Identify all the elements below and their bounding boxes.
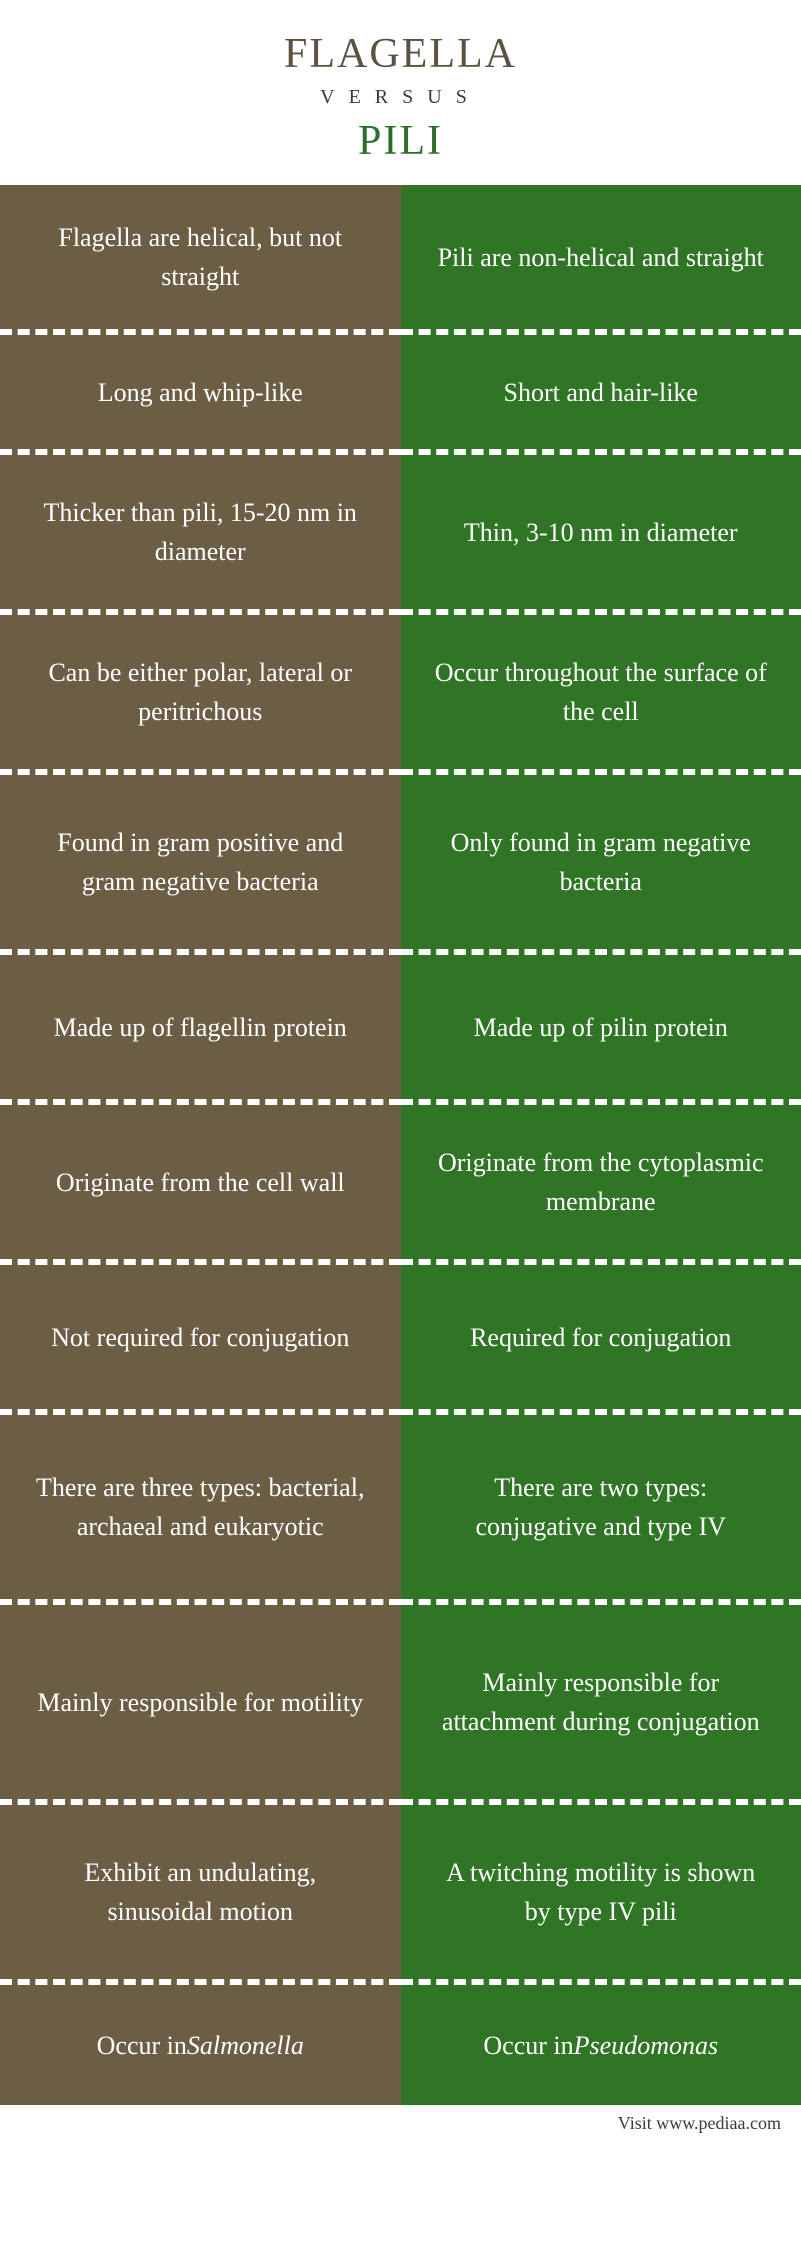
comparison-table: Flagella are helical, but not straightLo… (0, 185, 801, 2105)
pili-cell: Required for conjugation (401, 1265, 801, 1415)
flagella-cell: Occur in Salmonella (0, 1985, 401, 2105)
pili-column: Pili are non-helical and straightShort a… (401, 185, 801, 2105)
pili-cell: Short and hair-like (401, 335, 801, 455)
pili-cell: Mainly responsible for attachment during… (401, 1605, 801, 1805)
flagella-cell: Made up of flagellin protein (0, 955, 401, 1105)
flagella-cell: Originate from the cell wall (0, 1105, 401, 1265)
pili-cell: A twitching motility is shown by type IV… (401, 1805, 801, 1985)
flagella-cell: Found in gram positive and gram negative… (0, 775, 401, 955)
pili-cell: There are two types: conjugative and typ… (401, 1415, 801, 1605)
header: FLAGELLA VERSUS PILI (0, 0, 801, 185)
footer-text: Visit www.pediaa.com (618, 2113, 781, 2133)
pili-cell: Made up of pilin protein (401, 955, 801, 1105)
pili-cell: Originate from the cytoplasmic membrane (401, 1105, 801, 1265)
title-flagella: FLAGELLA (0, 30, 801, 78)
flagella-column: Flagella are helical, but not straightLo… (0, 185, 401, 2105)
pili-cell: Only found in gram negative bacteria (401, 775, 801, 955)
pili-cell: Thin, 3-10 nm in diameter (401, 455, 801, 615)
pili-cell: Occur in Pseudomonas (401, 1985, 801, 2105)
flagella-cell: Thicker than pili, 15-20 nm in diameter (0, 455, 401, 615)
title-pili: PILI (0, 117, 801, 165)
footer-credit: Visit www.pediaa.com (0, 2105, 801, 2154)
flagella-cell: Not required for conjugation (0, 1265, 401, 1415)
comparison-infographic: FLAGELLA VERSUS PILI Flagella are helica… (0, 0, 801, 2154)
flagella-cell: Can be either polar, lateral or peritric… (0, 615, 401, 775)
flagella-cell: Mainly responsible for motility (0, 1605, 401, 1805)
pili-cell: Pili are non-helical and straight (401, 185, 801, 335)
flagella-cell: Long and whip-like (0, 335, 401, 455)
pili-cell: Occur throughout the surface of the cell (401, 615, 801, 775)
flagella-cell: There are three types: bacterial, archae… (0, 1415, 401, 1605)
flagella-cell: Flagella are helical, but not straight (0, 185, 401, 335)
title-versus: VERSUS (0, 86, 801, 109)
flagella-cell: Exhibit an undulating, sinusoidal motion (0, 1805, 401, 1985)
